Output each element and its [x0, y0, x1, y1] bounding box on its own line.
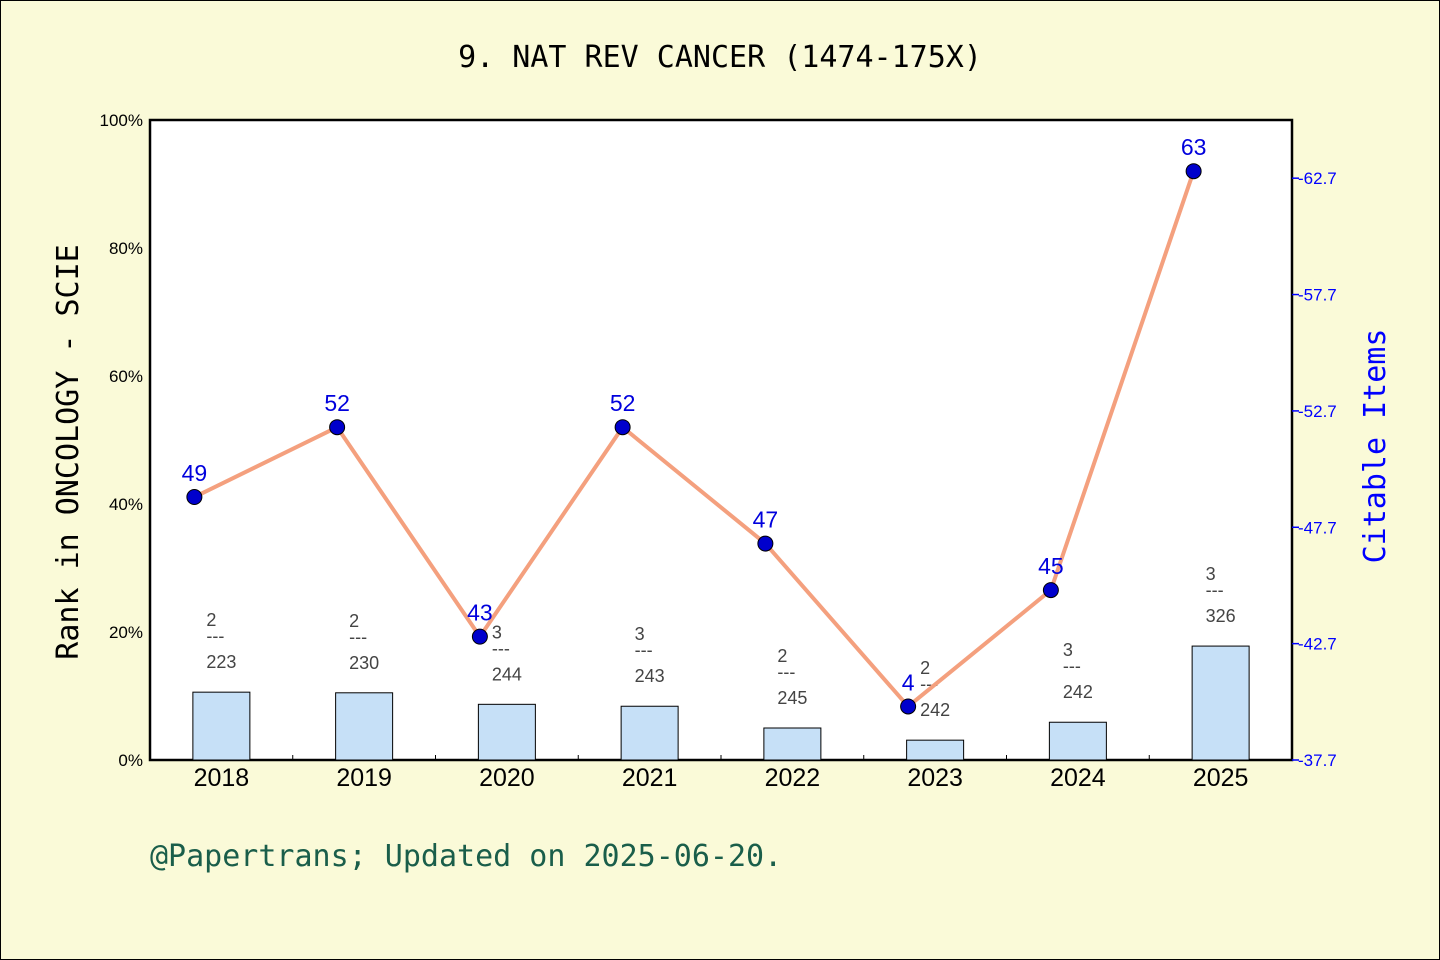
y-tick-label: 0%	[118, 751, 143, 770]
point-value-label: 52	[324, 390, 350, 416]
bar-2022	[763, 727, 822, 761]
total-label: 242	[1063, 682, 1093, 702]
line-point-2025	[1185, 163, 1202, 180]
y-tick-label: 20%	[109, 623, 143, 642]
rank-divider: ---	[206, 626, 224, 646]
y2-tick-label: -52.7	[1298, 402, 1337, 421]
x-tick-label: 2025	[1193, 764, 1249, 792]
x-tick-label: 2021	[622, 764, 678, 792]
bar-2021	[620, 705, 679, 761]
line-point-2023	[900, 698, 917, 715]
x-tick-label: 2023	[907, 764, 963, 792]
bar-2019	[335, 692, 394, 761]
total-label: 242	[920, 700, 950, 720]
rank-label: 3	[635, 624, 645, 644]
total-label: 230	[349, 653, 379, 673]
rank-divider: ---	[349, 627, 367, 647]
y-tick-label: 40%	[109, 495, 143, 514]
y2-tick-label: -37.7	[1298, 751, 1337, 770]
rank-divider: ---	[777, 662, 795, 682]
bar-2023	[906, 739, 965, 761]
line-point-2021	[614, 419, 631, 436]
footer-note: @Papertrans; Updated on 2025-06-20.	[150, 839, 782, 874]
y2-tick-label: -57.7	[1298, 286, 1337, 305]
rank-label: 2	[349, 611, 359, 631]
point-value-label: 49	[182, 460, 208, 486]
point-value-label: 63	[1181, 134, 1207, 160]
y-axis-label: Rank in ONCOLOGY - SCIE	[51, 244, 86, 659]
total-label: 243	[635, 666, 665, 686]
rank-label: 2	[206, 610, 216, 630]
y2-tick-label: -62.7	[1298, 169, 1337, 188]
rank-divider: ---	[1206, 580, 1224, 600]
bar-2025	[1191, 645, 1250, 761]
line-point-2024	[1042, 582, 1059, 599]
y-tick-label: 60%	[109, 367, 143, 386]
y2-tick-label: -47.7	[1298, 518, 1337, 537]
x-tick-label: 2019	[336, 764, 392, 792]
rank-label: 3	[1063, 640, 1073, 660]
rank-label: 3	[492, 622, 502, 642]
x-tick-label: 2018	[194, 764, 250, 792]
y-tick-label: 100%	[100, 111, 143, 130]
y2-axis-label: Citable Items	[1358, 329, 1393, 564]
point-value-label: 4	[902, 669, 915, 695]
total-label: 245	[777, 688, 807, 708]
point-value-label: 47	[753, 507, 779, 533]
x-tick-label: 2020	[479, 764, 535, 792]
rank-divider: ---	[920, 674, 938, 694]
rank-label: 2	[777, 646, 787, 666]
line-point-2020	[471, 628, 488, 645]
total-label: 244	[492, 664, 522, 684]
y2-tick-label: -42.7	[1298, 635, 1337, 654]
total-label: 326	[1206, 606, 1236, 626]
x-tick-label: 2022	[765, 764, 821, 792]
point-value-label: 52	[610, 390, 636, 416]
plot-area	[148, 118, 1294, 762]
rank-divider: ---	[1063, 656, 1081, 676]
x-tick-label: 2024	[1050, 764, 1106, 792]
line-point-2019	[329, 419, 346, 436]
rank-label: 3	[1206, 564, 1216, 584]
bar-2024	[1048, 721, 1107, 761]
chart-title: 9. NAT REV CANCER (1474-175X)	[458, 40, 982, 75]
rank-divider: ---	[492, 638, 510, 658]
bar-2018	[192, 691, 251, 761]
point-value-label: 45	[1038, 553, 1064, 579]
point-value-label: 43	[467, 600, 493, 626]
citable-items-line	[193, 170, 1196, 710]
rank-divider: ---	[635, 640, 653, 660]
line-point-2018	[186, 489, 203, 506]
rank-label: 2	[920, 658, 930, 678]
line-point-2022	[757, 535, 774, 552]
bar-2020	[477, 703, 536, 761]
total-label: 223	[206, 652, 236, 672]
y-tick-label: 80%	[109, 239, 143, 258]
